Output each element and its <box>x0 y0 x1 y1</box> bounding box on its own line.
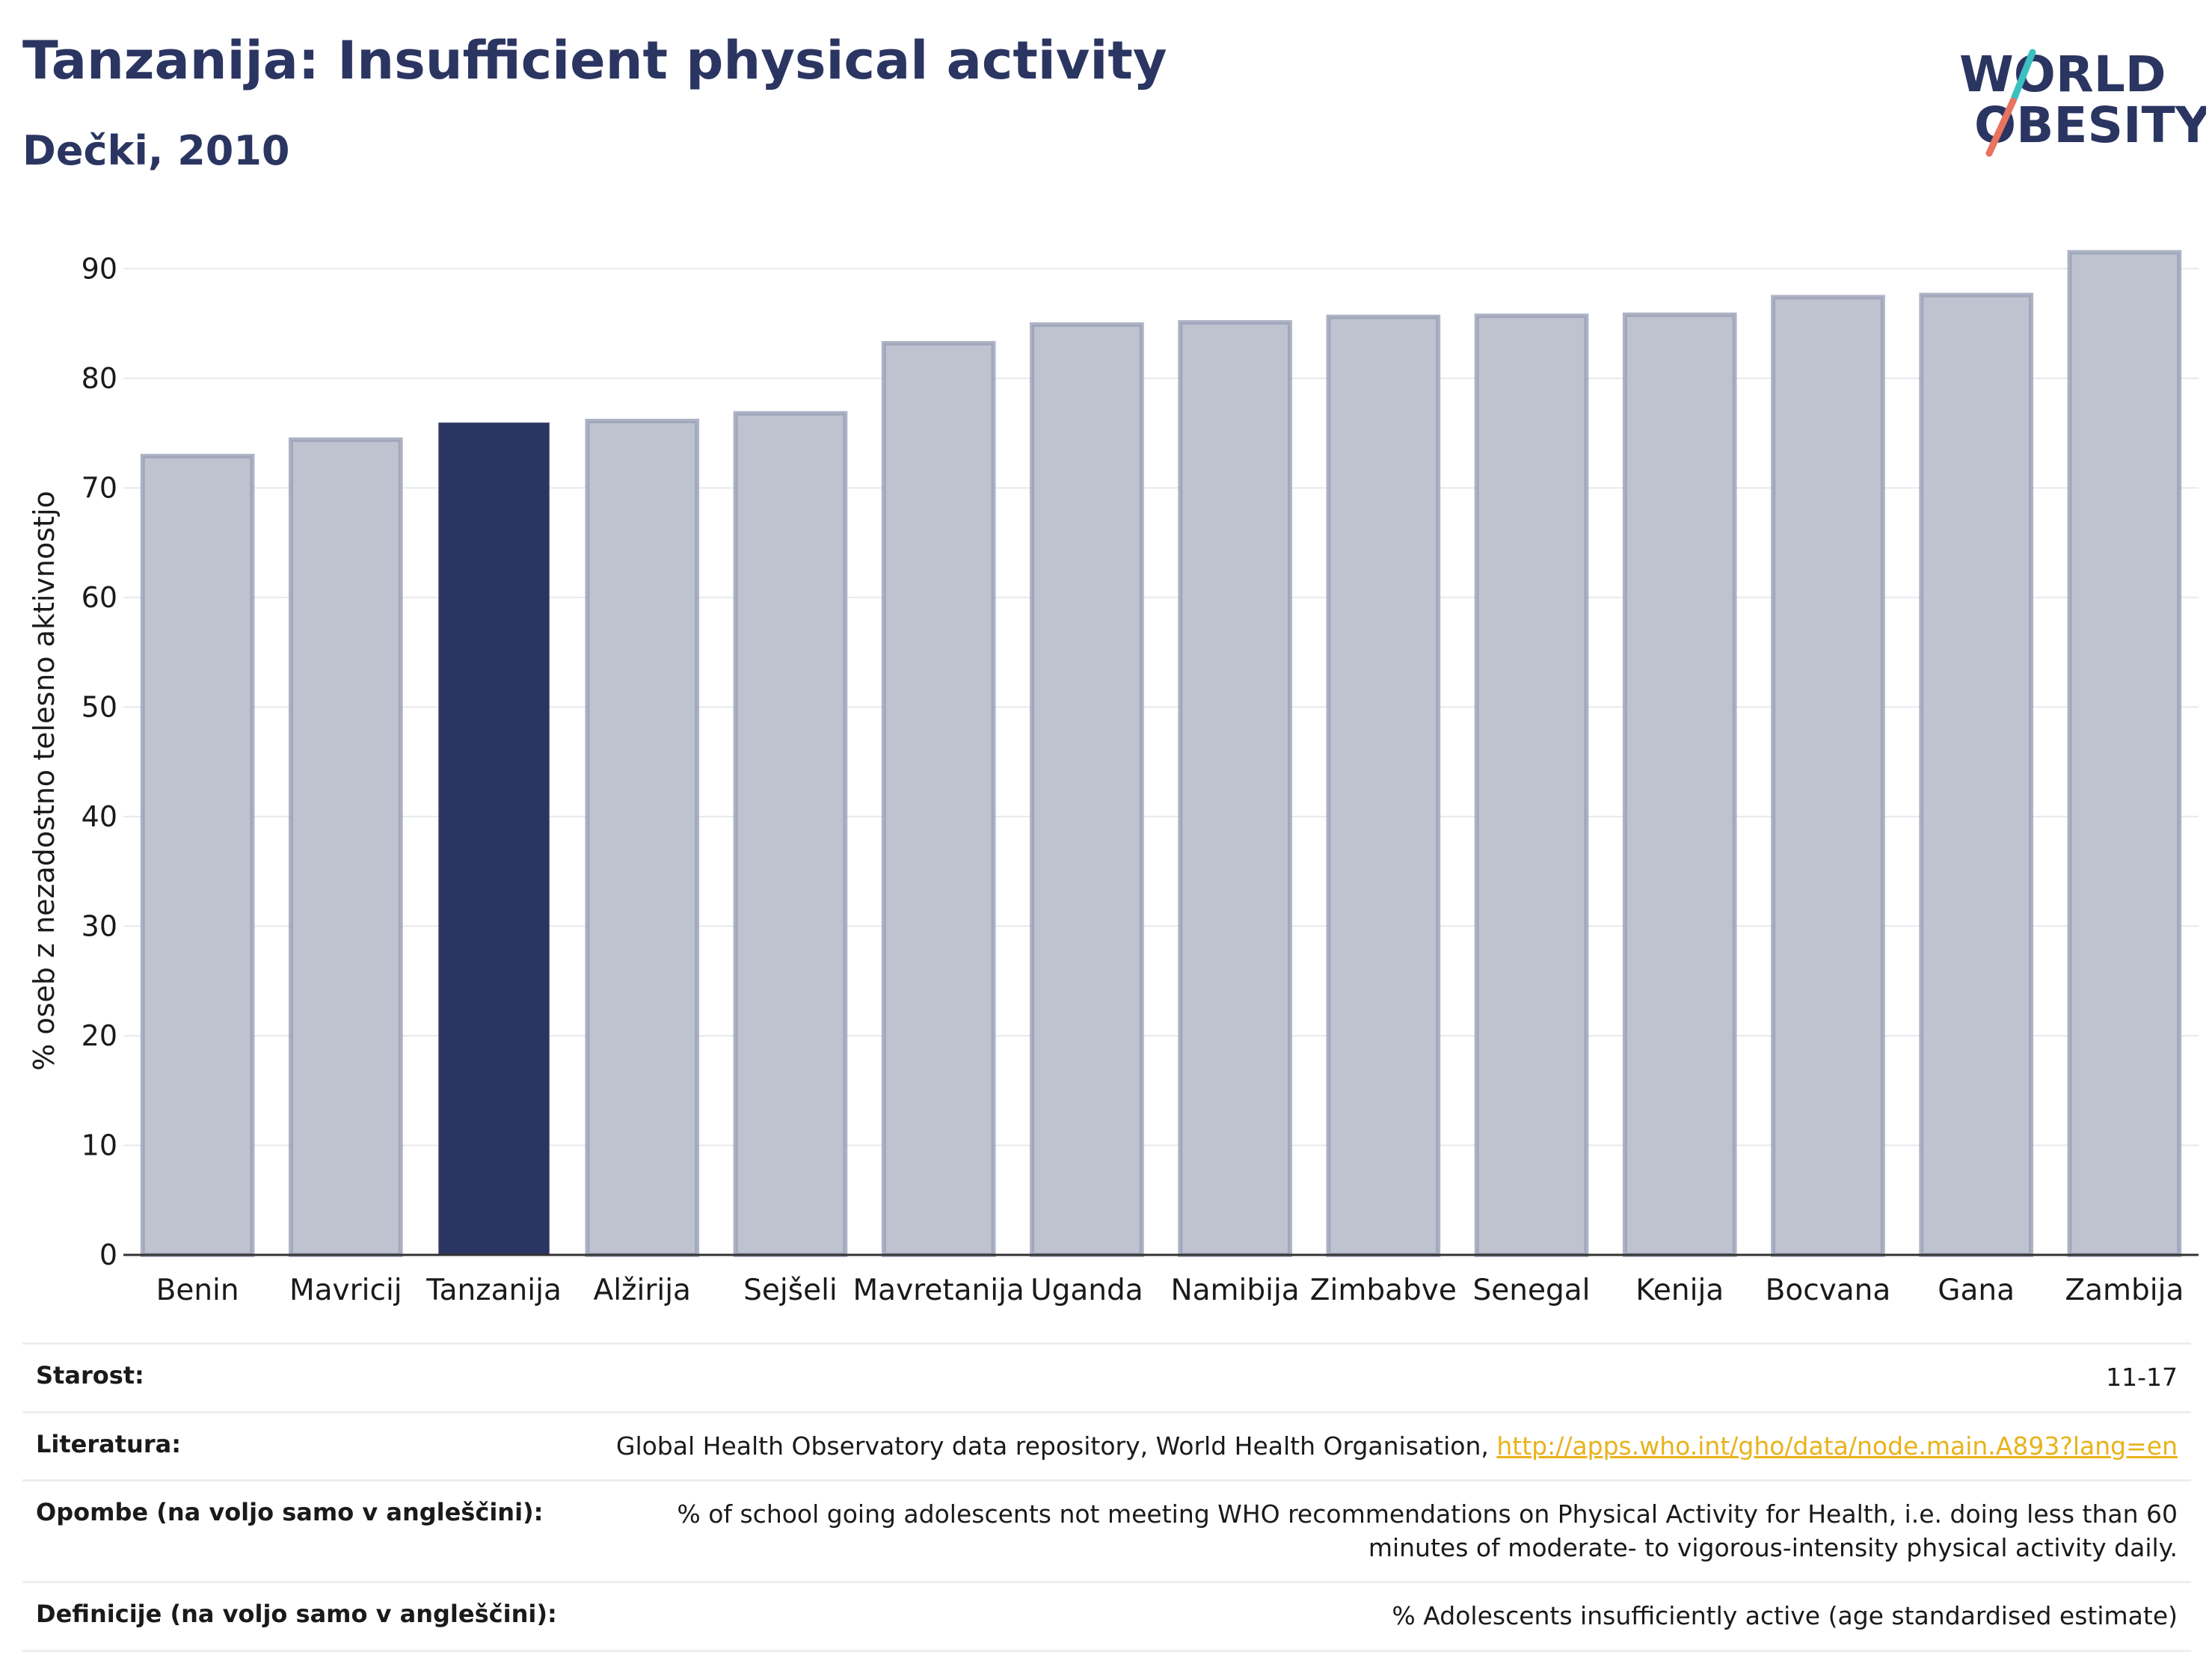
footer-row-definitions: Definicije (na voljo samo v angleščini):… <box>22 1581 2191 1652</box>
bar-chart: 0 10 20 30 40 50 60 70 80 90 Benin Mavricij Tanzani… <box>28 250 2199 1307</box>
x-tick-label: Uganda <box>1030 1274 1143 1307</box>
footer-source-text: Global Health Observatory data repositor… <box>615 1431 1497 1461</box>
y-tick-label: 50 <box>82 690 117 723</box>
bar-gana <box>1919 292 2034 1257</box>
y-tick-label: 60 <box>82 581 117 614</box>
bar-tanzanija <box>438 422 550 1256</box>
y-tick-labels: 0 10 20 30 40 50 60 70 80 90 <box>82 252 117 1271</box>
footer-definitions-label: Definicije (na voljo samo v angleščini): <box>36 1600 557 1629</box>
bar-benin <box>140 453 255 1257</box>
chart-subtitle: Dečki, 2010 <box>22 127 290 174</box>
y-tick-label: 30 <box>82 909 117 942</box>
footer-notes-value: % of school going adolescents not meetin… <box>677 1499 2178 1562</box>
x-tick-label: Tanzanija <box>425 1274 562 1307</box>
x-tick-label: Mavricij <box>289 1274 402 1307</box>
bar-mavricij <box>288 437 403 1257</box>
bar-namibija <box>1178 320 1292 1258</box>
footer-definitions-value: % Adolescents insufficiently active (age… <box>1392 1601 2178 1631</box>
footer-age-label: Starost: <box>36 1361 144 1390</box>
footer-row-source: Literatura: Global Health Observatory da… <box>22 1410 2191 1480</box>
y-tick-label: 70 <box>82 471 117 504</box>
y-tick-label: 90 <box>82 252 117 285</box>
footer-source-link[interactable]: http://apps.who.int/gho/data/node.main.A… <box>1496 1431 2178 1461</box>
bar-mavretanija <box>881 340 996 1258</box>
y-axis-label: % oseb z nezadostno telesno aktivnostjo <box>28 491 61 1071</box>
footer-source-label: Literatura: <box>36 1429 181 1458</box>
x-tick-label: Namibija <box>1170 1274 1299 1307</box>
x-tick-label: Senegal <box>1473 1274 1591 1307</box>
footer-source-value: Global Health Observatory data repositor… <box>616 1430 2178 1464</box>
bar-zambija <box>2067 250 2182 1258</box>
x-tick-labels: Benin Mavricij Tanzanija Alžirija Sejšeli Mav… <box>156 1274 2184 1307</box>
x-tick-label: Sejšeli <box>743 1274 838 1307</box>
world-obesity-logo: WORLD OBESITY <box>1959 46 2206 157</box>
x-tick-label: Bocvana <box>1766 1274 1891 1307</box>
bar-uganda <box>1030 322 1144 1258</box>
x-tick-label: Zambija <box>2065 1274 2184 1307</box>
x-tick-label: Zimbabve <box>1310 1274 1457 1307</box>
bar-alžirija <box>585 418 700 1257</box>
bar-senegal <box>1474 313 1589 1257</box>
x-tick-label: Gana <box>1938 1274 2015 1307</box>
chart-footer: Starost: 11-17 Literatura: Global Health… <box>22 1342 2191 1652</box>
bars <box>140 250 2182 1258</box>
footer-row-notes: Opombe (na voljo samo v angleščini): % o… <box>22 1479 2191 1581</box>
y-tick-label: 0 <box>99 1238 117 1271</box>
y-tick-label: 20 <box>82 1019 117 1052</box>
x-tick-label: Alžirija <box>594 1274 691 1307</box>
x-tick-label: Benin <box>156 1274 239 1307</box>
bar-sejšeli <box>733 411 848 1258</box>
logo-line1: WORLD <box>1959 46 2166 103</box>
footer-age-value: 11-17 <box>2106 1363 2178 1392</box>
bar-bocvana <box>1771 295 1885 1257</box>
bar-zimbabve <box>1326 314 1441 1257</box>
footer-notes-label: Opombe (na voljo samo v angleščini): <box>36 1498 544 1527</box>
x-tick-label: Mavretanija <box>853 1274 1024 1307</box>
x-tick-label: Kenija <box>1635 1274 1724 1307</box>
bar-kenija <box>1622 312 1737 1257</box>
grid-lines <box>123 268 2199 1146</box>
y-tick-label: 40 <box>82 800 117 833</box>
footer-row-age: Starost: 11-17 <box>22 1342 2191 1411</box>
y-tick-label: 10 <box>82 1129 117 1161</box>
y-tick-label: 80 <box>82 362 117 395</box>
chart-title: Tanzanija: Insufficient physical activit… <box>22 30 1167 91</box>
